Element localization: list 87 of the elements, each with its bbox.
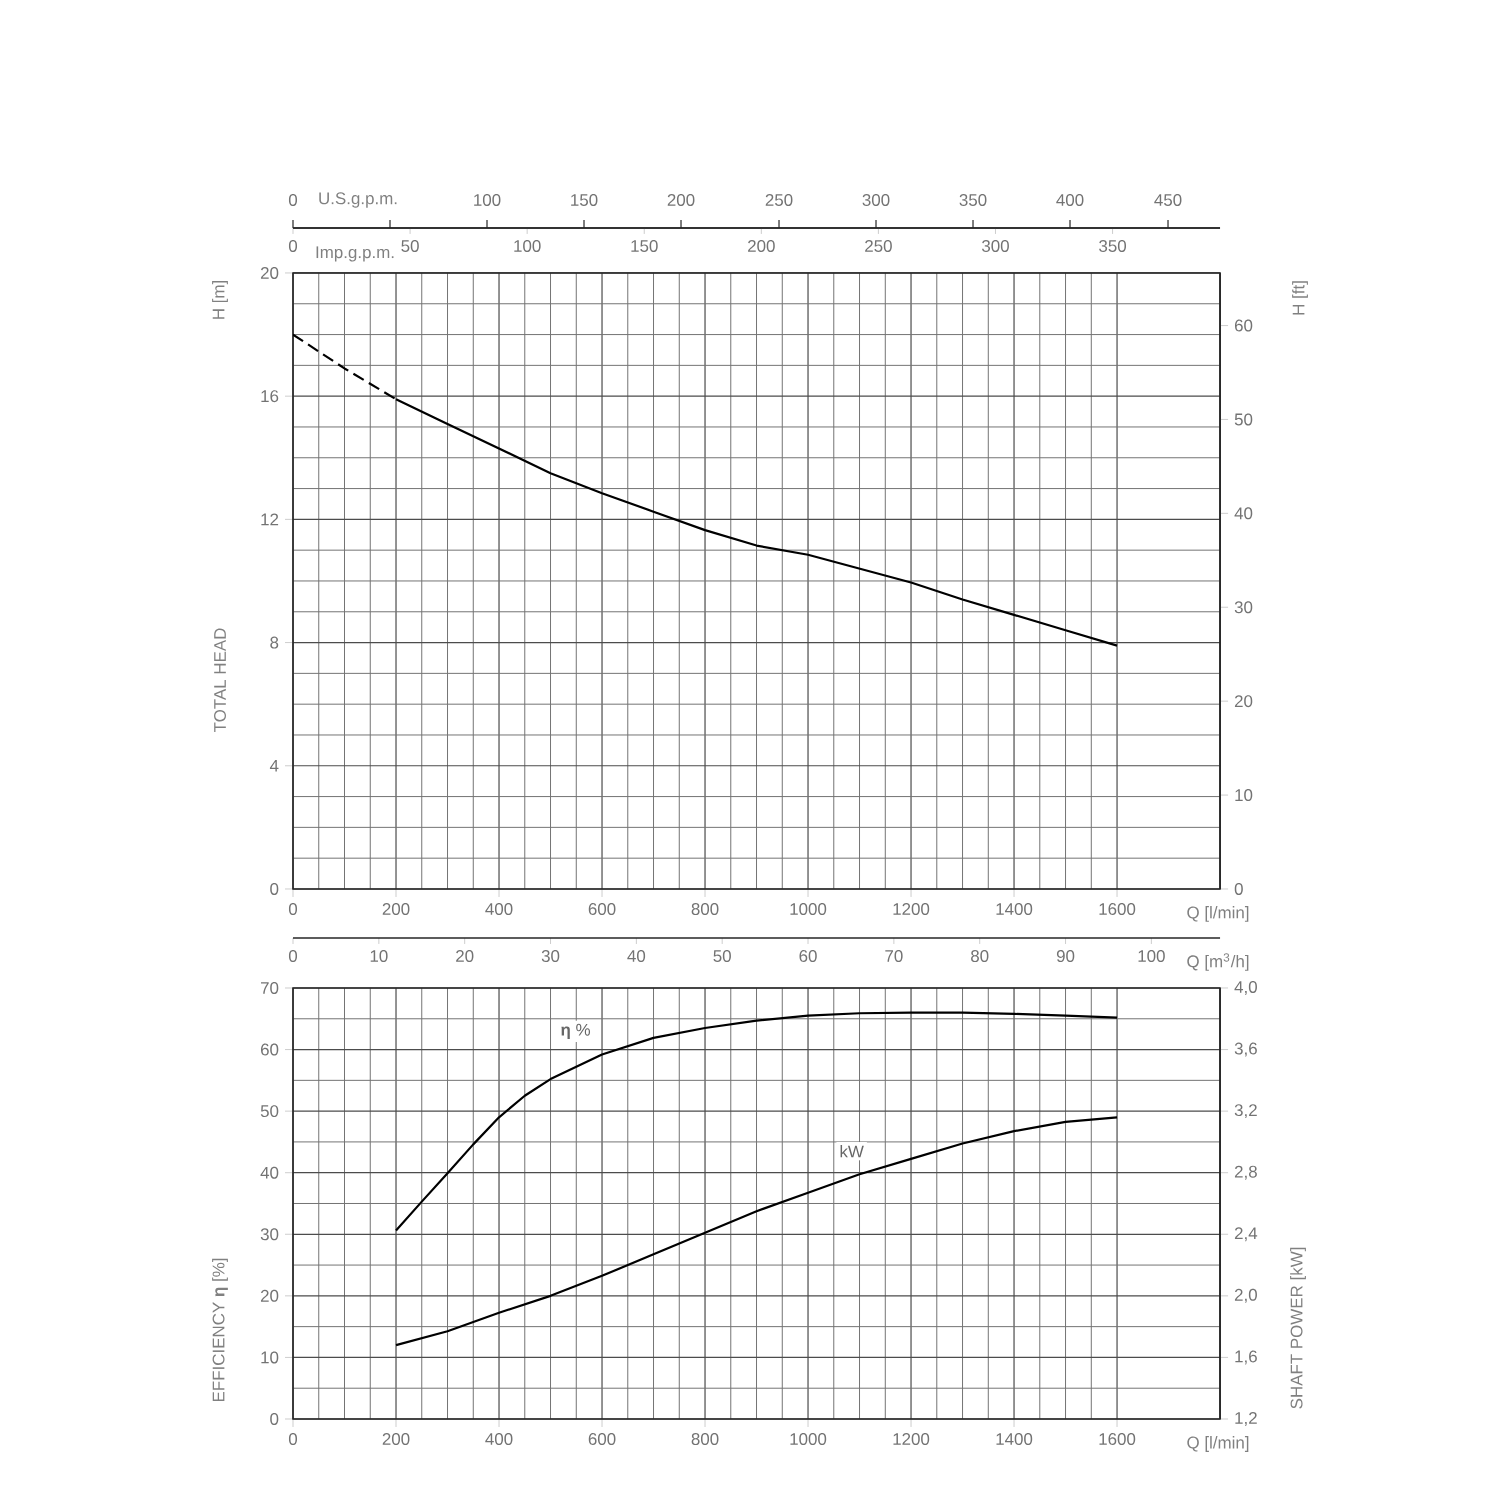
x2-tick-label: 0 xyxy=(288,950,298,962)
x-tick-label: 0 xyxy=(288,903,298,915)
x-tick-label: 1000 xyxy=(790,1433,827,1446)
x2-tick-label: 70 xyxy=(885,950,903,962)
y-axis-title: TOTAL HEAD xyxy=(214,628,226,732)
x-axis-title: Q [l/min] xyxy=(1187,906,1249,922)
x-tick-label: 800 xyxy=(691,903,719,915)
y-tick-label: 4 xyxy=(269,759,279,772)
text: 150 xyxy=(571,194,598,206)
x-tick-label: 1400 xyxy=(996,903,1033,915)
y2-tick-label: 40 xyxy=(1234,507,1253,520)
x2-tick-label: 350 xyxy=(1099,240,1127,252)
y2-tick-label: 20 xyxy=(1234,695,1253,708)
x2-tick-label: 40 xyxy=(627,950,646,962)
y-tick-label: 12 xyxy=(261,513,279,526)
y2-tick-label: 4,0 xyxy=(1234,981,1257,995)
x2-tick-label: 200 xyxy=(748,240,775,252)
text: 300 xyxy=(862,194,890,206)
x2-tick-label: 300 xyxy=(982,240,1009,252)
y-tick-label: 20 xyxy=(260,266,279,279)
y2-tick-label: 2,0 xyxy=(1234,1288,1257,1303)
y2-axis-title: SHAFT POWER [kW] xyxy=(1290,1247,1306,1409)
series-label: kW xyxy=(840,1145,864,1158)
text: 400 xyxy=(1056,194,1084,206)
y-tick-label: 70 xyxy=(261,982,279,994)
y2-tick-label: 10 xyxy=(1235,789,1253,802)
x-tick-label: 200 xyxy=(382,1433,410,1446)
x-tick-label: 800 xyxy=(691,1433,719,1446)
x2-tick-label: 20 xyxy=(456,950,474,962)
text: 250 xyxy=(765,194,793,206)
x-axis-title: Q [l/min] xyxy=(1187,1436,1249,1452)
y2-tick-label: 2,4 xyxy=(1234,1227,1258,1242)
x-tick-label: 600 xyxy=(588,1433,616,1446)
x2-tick-label: 50 xyxy=(401,240,419,252)
text: U.S.g.p.m. xyxy=(319,192,397,208)
x2-tick-label: 100 xyxy=(1138,950,1165,962)
x2-axis-title: Q [m$^{3}$/h] xyxy=(1187,953,1249,971)
text: 0 xyxy=(288,194,298,206)
y-tick-label: 20 xyxy=(260,1289,279,1302)
x-tick-label: 0 xyxy=(288,1433,298,1446)
x2-tick-label: 100 xyxy=(514,240,541,252)
x2-tick-label: 30 xyxy=(541,950,560,962)
y-tick-label: 8 xyxy=(270,636,279,649)
y-tick-label: 30 xyxy=(260,1228,279,1241)
y-axis-title: EFFICIENCY η [%] xyxy=(212,1258,228,1402)
y2-tick-label: 2,8 xyxy=(1234,1165,1257,1180)
y2-tick-label: 50 xyxy=(1234,413,1253,426)
x2-tick-label: 80 xyxy=(971,950,989,962)
y2-tick-label: 0 xyxy=(1234,882,1243,895)
y-tick-label: 60 xyxy=(261,1043,279,1056)
text: 200 xyxy=(667,194,695,206)
x-tick-label: 600 xyxy=(588,903,616,915)
y-tick-label: 0 xyxy=(270,1413,279,1425)
y-tick-label: 0 xyxy=(270,883,279,895)
x2-tick-label: 60 xyxy=(799,950,817,962)
x-tick-label: 1200 xyxy=(893,903,930,915)
y2-tick-label: 30 xyxy=(1234,601,1253,614)
x2-tick-label: 10 xyxy=(370,950,388,962)
x2-tick-label: 150 xyxy=(631,240,658,252)
series-label: η % xyxy=(561,1023,591,1040)
y-tick-label: 40 xyxy=(260,1166,279,1179)
text: 350 xyxy=(959,194,987,206)
y-tick-label: 50 xyxy=(260,1105,279,1118)
y2-tick-label: 1,2 xyxy=(1235,1412,1257,1426)
y2-tick-label: 1,6 xyxy=(1235,1350,1257,1365)
x-tick-label: 1400 xyxy=(996,1433,1033,1446)
x-tick-label: 1200 xyxy=(893,1433,930,1446)
x2-tick-label: 0 xyxy=(288,240,298,252)
x-tick-label: 200 xyxy=(382,903,410,915)
x2-tick-label: 50 xyxy=(713,950,731,962)
y2-axis-title: H [ft] xyxy=(1292,281,1308,315)
x-tick-label: 1600 xyxy=(1099,903,1136,915)
text: H [m] xyxy=(212,280,228,319)
x-tick-label: 400 xyxy=(485,1433,513,1446)
x-tick-label: 400 xyxy=(485,903,513,915)
y2-tick-label: 60 xyxy=(1234,319,1253,332)
x2-axis-title: Imp.g.p.m. xyxy=(316,246,394,262)
x-tick-label: 1600 xyxy=(1099,1433,1136,1446)
x2-tick-label: 90 xyxy=(1056,950,1075,962)
y-tick-label: 10 xyxy=(261,1351,279,1364)
text: 100 xyxy=(474,194,501,206)
x-tick-label: 1000 xyxy=(790,903,827,915)
y-tick-label: 16 xyxy=(261,390,279,403)
y2-tick-label: 3,2 xyxy=(1234,1104,1257,1119)
x2-tick-label: 250 xyxy=(865,240,892,252)
text: 450 xyxy=(1154,194,1182,206)
y2-tick-label: 3,6 xyxy=(1234,1042,1257,1057)
